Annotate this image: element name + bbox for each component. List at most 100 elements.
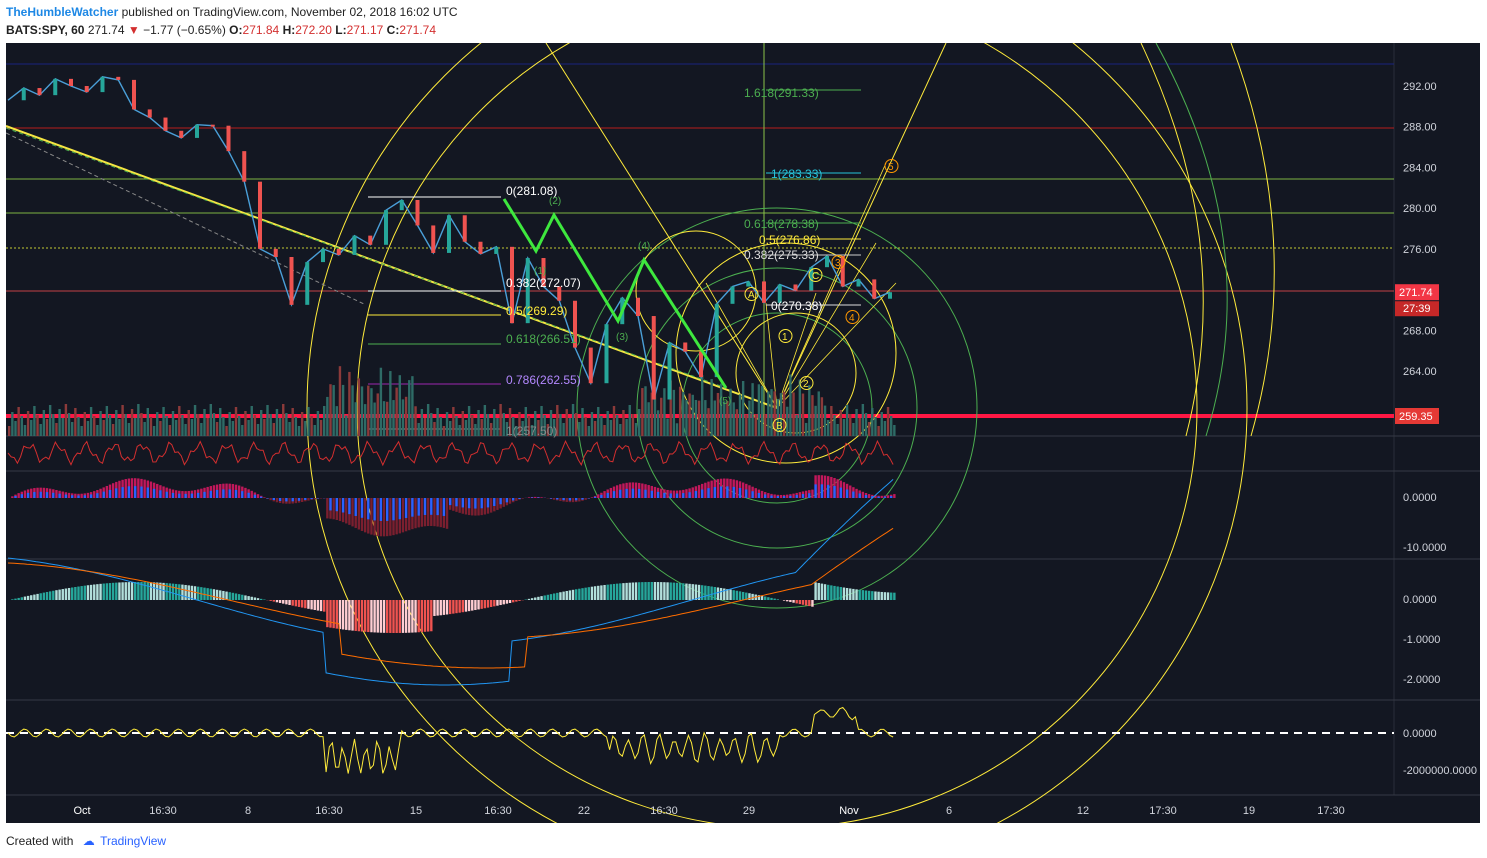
candle <box>258 181 262 249</box>
volume-bar <box>452 407 455 436</box>
macd-bar <box>697 584 701 600</box>
fib-label: 1(283.33) <box>771 167 822 181</box>
macd-bar <box>313 600 316 611</box>
hist-bar <box>823 475 827 498</box>
macd-bar <box>757 595 761 600</box>
macd-bar <box>493 600 496 607</box>
chart-area[interactable]: 292.00288.00284.00280.00276.00272.00268.… <box>6 43 1480 823</box>
volume-bar <box>644 386 647 436</box>
volume-bar <box>814 405 817 436</box>
macd-bar <box>767 597 770 600</box>
volume-bar <box>546 424 550 436</box>
volume-bar <box>357 378 361 436</box>
volume-bar <box>200 423 203 436</box>
macd-bar <box>146 582 149 600</box>
hist-bar <box>215 489 219 498</box>
hist-bar <box>404 498 408 518</box>
x-tick-label: 17:30 <box>1149 805 1177 817</box>
volume-bar <box>58 409 61 436</box>
fib-label: 0.5(269.29) <box>506 304 567 318</box>
volume-bar <box>653 387 657 436</box>
x-tick-label: Nov <box>839 805 859 817</box>
macd-bar <box>770 597 773 600</box>
volume-bar <box>149 417 153 436</box>
macd-bar <box>156 582 159 600</box>
macd-bar <box>704 585 707 600</box>
volume-bar <box>237 416 241 436</box>
macd-bar <box>61 589 64 600</box>
volume-bar <box>890 416 893 436</box>
macd-bar <box>575 589 578 600</box>
hist-bar <box>779 494 783 498</box>
macd-bar <box>855 589 858 600</box>
volume-bar <box>697 400 701 436</box>
chart-svg[interactable]: 292.00288.00284.00280.00276.00272.00268.… <box>6 43 1480 823</box>
hist-bar <box>449 498 452 506</box>
hist-bar <box>723 478 726 498</box>
hist-bar <box>669 493 672 498</box>
tradingview-brand-link[interactable]: TradingView <box>100 834 167 848</box>
macd-bar <box>83 585 86 600</box>
fib-arc <box>306 43 1248 823</box>
volume-bar <box>471 415 474 436</box>
hist-bar <box>452 498 455 511</box>
x-tick-label: 6 <box>946 805 952 817</box>
volume-bar <box>379 367 383 436</box>
macd-bar <box>93 584 96 600</box>
hist-bar <box>628 482 631 498</box>
volume-bar <box>486 414 490 436</box>
volume-bar <box>297 426 301 436</box>
candle <box>53 78 58 96</box>
low-value: 271.17 <box>346 23 384 37</box>
fib-arc <box>356 43 1198 823</box>
hist-bar <box>776 496 779 498</box>
candle <box>132 79 136 110</box>
wave-label: A <box>748 290 755 301</box>
macd-bar <box>893 592 896 600</box>
macd-bar <box>162 582 165 600</box>
hist-bar <box>704 482 707 498</box>
volume-bar <box>222 417 225 436</box>
macd-bar <box>86 585 90 600</box>
tradingview-logo-icon[interactable]: ☁ <box>82 834 95 848</box>
volume-bar <box>8 426 11 436</box>
macd-bar <box>707 586 710 600</box>
volume-bar <box>789 374 792 436</box>
y-tick-label: 0.0000 <box>1403 594 1437 606</box>
volume-bar <box>288 422 291 436</box>
macd-bar <box>237 594 241 600</box>
candle <box>163 117 168 131</box>
hist-bar <box>278 498 282 501</box>
candle <box>147 109 152 118</box>
volume-bar <box>244 411 247 436</box>
hist-bar <box>26 492 30 498</box>
candle <box>699 351 703 378</box>
volume-bar <box>549 410 553 436</box>
hist-bar <box>672 490 676 498</box>
volume-bar <box>650 392 653 436</box>
fan-line <box>776 282 897 409</box>
volume-bar <box>442 426 446 436</box>
volume-bar <box>877 426 880 436</box>
volume-bar <box>861 404 865 436</box>
volume-bar <box>688 393 691 436</box>
hist-bar <box>713 487 716 498</box>
hist-bar <box>206 486 209 498</box>
volume-bar <box>137 404 140 436</box>
hist-bar <box>58 493 61 498</box>
hist-bar <box>272 498 275 501</box>
hist-bar <box>716 479 720 498</box>
macd-bar <box>288 600 291 606</box>
hist-bar <box>439 498 442 528</box>
volume-bar <box>411 376 414 436</box>
macd-bar <box>603 584 606 600</box>
hist-bar <box>562 498 565 501</box>
hist-bar <box>17 493 20 498</box>
hist-bar <box>682 493 685 498</box>
volume-bar <box>159 421 162 436</box>
author-link[interactable]: TheHumbleWatcher <box>6 5 119 19</box>
macd-bar <box>168 583 172 600</box>
volume-bar <box>638 409 641 436</box>
hist-bar <box>663 492 666 498</box>
volume-bar <box>30 420 33 436</box>
